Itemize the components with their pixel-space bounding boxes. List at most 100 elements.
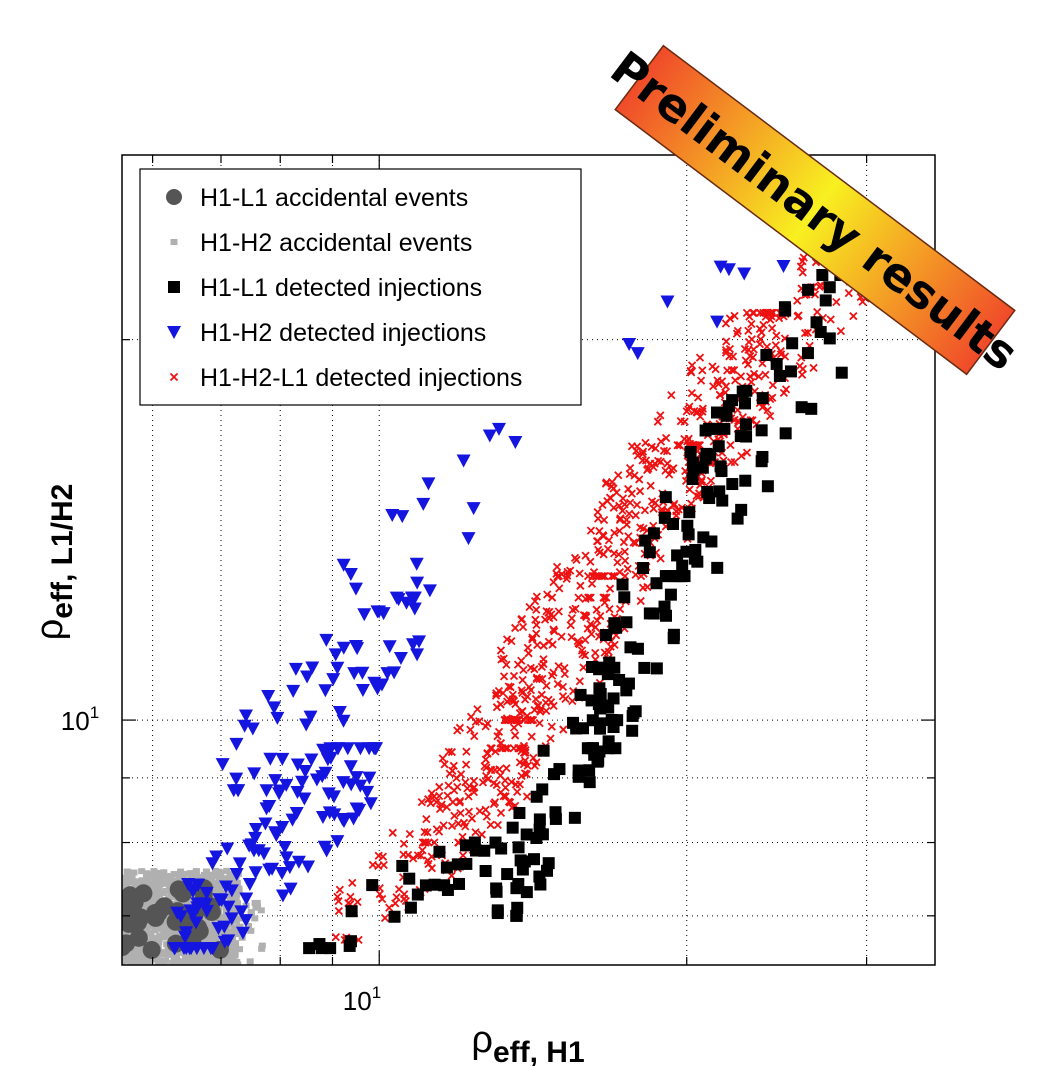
point-h1-l1-detected-injections [682, 528, 695, 541]
point-h1-h2-l1-detected-injections [535, 718, 544, 728]
point-h1-h2-l1-detected-injections [771, 341, 780, 350]
point-h1-l1-detected-injections [718, 422, 731, 435]
point-h1-h2-l1-detected-injections [480, 762, 489, 771]
point-h1-h2-l1-detected-injections [641, 456, 651, 465]
point-h1-l1-detected-injections [680, 545, 693, 558]
point-h1-l1-detected-injections [784, 365, 797, 378]
point-h1-h2-detected-injections [183, 904, 198, 918]
point-h1-h2-l1-detected-injections [687, 361, 697, 370]
point-h1-h2-l1-detected-injections [475, 717, 484, 726]
point-h1-h2-l1-detected-injections [799, 253, 808, 262]
point-h1-h2-l1-detected-injections [475, 806, 484, 816]
point-h1-h2-l1-detected-injections [532, 629, 541, 638]
point-h1-h2-l1-detected-injections [461, 822, 470, 831]
point-h1-h2-detected-injections [309, 773, 324, 787]
point-h1-h2-detected-injections [660, 295, 675, 309]
point-h1-l1-detected-injections [739, 474, 752, 487]
point-h1-l1-detected-injections [620, 616, 633, 629]
point-h1-l1-detected-injections [479, 865, 492, 878]
point-h1-h2-detected-injections [304, 753, 319, 767]
point-h1-h2-l1-detected-injections [455, 796, 465, 806]
point-h1-h2-l1-detected-injections [629, 538, 638, 547]
point-h1-h2-detected-injections [321, 787, 336, 801]
point-h1-h2-detected-injections [224, 884, 239, 898]
point-h1-h2-accidental-events [247, 927, 255, 934]
point-h1-h2-detected-injections [231, 784, 246, 798]
point-h1-h2-l1-detected-injections [620, 500, 629, 509]
point-h1-l1-detected-injections [345, 905, 358, 918]
point-h1-l1-detected-injections [553, 763, 566, 776]
point-h1-h2-accidental-events [140, 958, 148, 965]
point-h1-h2-accidental-events [160, 890, 168, 897]
point-h1-l1-detected-injections [511, 901, 524, 914]
point-h1-h2-l1-detected-injections [600, 571, 609, 581]
point-h1-h2-l1-detected-injections [586, 619, 595, 629]
point-h1-h2-l1-detected-injections [625, 509, 634, 518]
point-h1-h2-l1-detected-injections [686, 366, 695, 376]
point-h1-h2-l1-detected-injections [803, 328, 813, 337]
point-h1-l1-detected-injections [683, 506, 696, 519]
point-h1-h2-l1-detected-injections [593, 507, 602, 517]
point-h1-h2-l1-detected-injections [456, 809, 465, 818]
point-h1-h2-l1-detected-injections [743, 360, 753, 369]
point-h1-h2-l1-detected-injections [374, 851, 383, 860]
point-h1-l1-detected-injections [610, 621, 623, 634]
point-h1-l1-detected-injections [313, 938, 326, 951]
point-h1-h2-l1-detected-injections [754, 372, 763, 381]
point-h1-l1-detected-injections [686, 473, 699, 486]
point-h1-h2-detected-injections [721, 263, 736, 277]
point-h1-h2-l1-detected-injections [849, 312, 858, 321]
point-h1-l1-detected-injections [671, 549, 684, 562]
point-h1-l1-detected-injections [506, 821, 519, 834]
point-h1-h2-l1-detected-injections [461, 778, 470, 787]
legend-marker-h1-h2-l1-detected-injections [169, 372, 179, 382]
point-h1-h2-accidental-events [188, 871, 196, 878]
point-h1-h2-l1-detected-injections [736, 372, 746, 381]
point-h1-h2-accidental-events [258, 942, 266, 949]
point-h1-h2-l1-detected-injections [481, 722, 490, 731]
point-h1-h2-l1-detected-injections [797, 370, 807, 379]
point-h1-h2-l1-detected-injections [766, 308, 775, 318]
point-h1-h2-accidental-events [204, 959, 212, 965]
point-h1-h2-l1-detected-injections [482, 812, 491, 821]
point-h1-h2-detected-injections [387, 666, 402, 680]
point-h1-h2-l1-detected-injections [632, 500, 642, 509]
point-h1-h2-l1-detected-injections [461, 760, 471, 769]
point-h1-h2-l1-detected-injections [420, 827, 429, 837]
point-h1-h2-l1-detected-injections [687, 388, 696, 398]
point-h1-h2-l1-detected-injections [697, 477, 706, 487]
point-h1-h2-l1-detected-injections [572, 555, 581, 565]
point-h1-h2-l1-detected-injections [549, 577, 558, 587]
point-h1-h2-l1-detected-injections [489, 778, 498, 788]
point-h1-h2-detected-injections [186, 883, 201, 897]
point-h1-h2-l1-detected-injections [800, 329, 810, 338]
point-h1-h2-l1-detected-injections [676, 417, 685, 426]
point-h1-h2-l1-detected-injections [591, 571, 600, 581]
point-h1-h2-l1-detected-injections [711, 365, 720, 374]
point-h1-h2-detected-injections [199, 886, 214, 900]
point-h1-h2-l1-detected-injections [447, 747, 456, 757]
point-h1-h2-accidental-events [251, 899, 259, 906]
point-h1-l1-accidental-events [149, 903, 168, 922]
point-h1-h2-l1-detected-injections [620, 547, 629, 556]
point-h1-l1-detected-injections [574, 688, 587, 701]
point-h1-h2-l1-detected-injections [697, 475, 706, 485]
point-h1-h2-detected-injections [350, 642, 365, 656]
point-h1-h2-detected-injections [303, 710, 318, 724]
point-h1-h2-l1-detected-injections [796, 262, 806, 271]
point-h1-h2-l1-detected-injections [334, 896, 343, 906]
point-h1-l1-detected-injections [513, 807, 526, 820]
point-h1-l1-detected-injections [705, 535, 718, 548]
point-h1-h2-l1-detected-injections [405, 829, 414, 839]
point-h1-h2-l1-detected-injections [621, 556, 630, 565]
point-h1-l1-detected-injections [684, 446, 697, 459]
point-h1-h2-l1-detected-injections [706, 476, 716, 485]
point-h1-h2-l1-detected-injections [709, 382, 718, 391]
point-h1-l1-detected-injections [542, 857, 555, 870]
point-h1-h2-accidental-events [180, 961, 188, 965]
point-h1-h2-l1-detected-injections [487, 766, 496, 775]
point-h1-l1-detected-injections [816, 269, 829, 282]
point-h1-h2-detected-injections [218, 880, 233, 894]
point-h1-h2-l1-detected-injections [618, 494, 628, 503]
point-h1-h2-l1-detected-injections [486, 744, 495, 753]
